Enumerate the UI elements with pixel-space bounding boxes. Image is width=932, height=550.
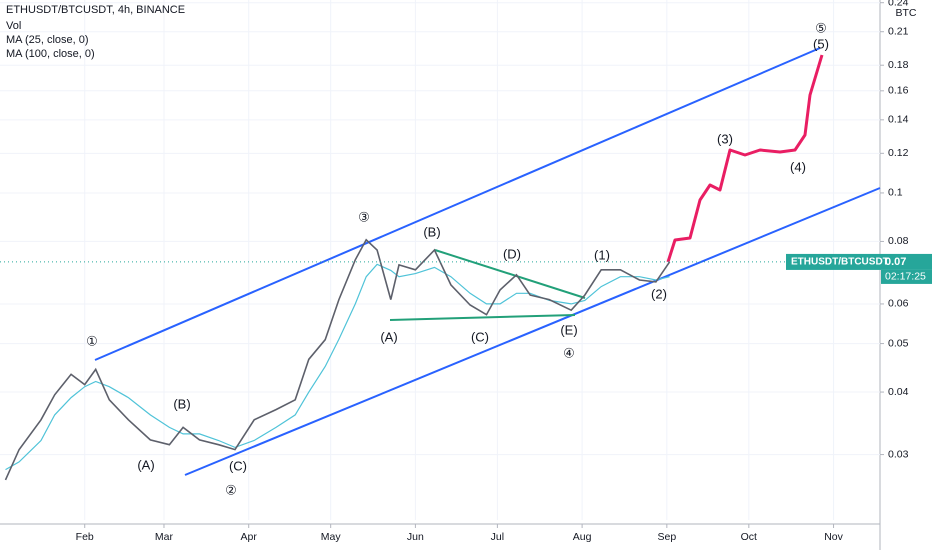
wave-label: ④	[563, 345, 575, 360]
price-tag-symbol: ETHUSDT/BTCUSDT	[791, 257, 889, 268]
x-tick-label: May	[321, 531, 342, 543]
y-tick-label: 0.21	[888, 25, 909, 37]
x-tick-label: Aug	[573, 531, 592, 543]
triangle-upper	[434, 249, 586, 299]
indicator-legend: MA (100, close, 0)	[6, 48, 95, 60]
x-tick-label: Feb	[76, 531, 94, 543]
x-tick-label: Oct	[741, 531, 757, 543]
y-tick-label: 0.08	[888, 235, 909, 247]
wave-label: (2)	[651, 286, 667, 301]
wave-label: (5)	[813, 36, 829, 51]
price-tag	[786, 253, 932, 270]
wave-label: (4)	[790, 159, 806, 174]
wave-label: ⑤	[815, 20, 827, 35]
y-tick-label: 0.12	[888, 147, 909, 159]
price-tag-value: 0.07	[885, 256, 906, 268]
indicator-legend: Vol	[6, 20, 21, 32]
y-tick-label: 0.24	[888, 0, 909, 8]
wave-label: (1)	[594, 247, 610, 262]
channel-lower	[184, 187, 881, 476]
y-tick-label: 0.14	[888, 114, 909, 126]
wave-label: (B)	[173, 396, 190, 411]
triangle-lower	[389, 314, 576, 321]
wave-label: ①	[86, 333, 98, 348]
wave-label: (E)	[560, 322, 577, 337]
wave-label: (A)	[380, 329, 397, 344]
drawings	[94, 47, 881, 476]
grid	[0, 0, 880, 520]
channel-upper	[94, 47, 821, 361]
y-tick-label: 0.18	[888, 59, 909, 71]
axis-unit: BTC	[896, 7, 917, 19]
wave-label: (D)	[503, 246, 521, 261]
wave-label: (3)	[717, 131, 733, 146]
y-tick-label: 0.04	[888, 386, 909, 398]
x-tick-label: Jul	[491, 531, 504, 543]
wave-label: (A)	[137, 457, 154, 472]
price-line	[4, 238, 671, 481]
x-tick-label: Apr	[241, 531, 258, 543]
y-tick-label: 0.05	[888, 337, 909, 349]
wave-label: (C)	[229, 458, 247, 473]
y-tick-label: 0.1	[888, 187, 903, 199]
wave-label: (C)	[471, 329, 489, 344]
wave-label: ②	[225, 482, 237, 497]
projection-path	[666, 54, 824, 263]
x-tick-label: Jun	[407, 531, 424, 543]
x-tick-label: Nov	[824, 531, 843, 543]
plot	[0, 238, 880, 481]
indicator-legend: MA (25, close, 0)	[6, 34, 89, 46]
wave-label: ③	[358, 209, 370, 224]
y-tick-label: 0.03	[888, 448, 909, 460]
x-tick-label: Sep	[657, 531, 676, 543]
symbol-title: ETHUSDT/BTCUSDT, 4h, BINANCE	[6, 4, 185, 16]
y-tick-label: 0.16	[888, 85, 909, 97]
x-tick-label: Mar	[155, 531, 174, 543]
price-tag-countdown: 02:17:25	[885, 271, 926, 283]
wave-label: (B)	[423, 224, 440, 239]
countdown-tag	[881, 269, 932, 284]
y-tick-label: 0.06	[888, 298, 909, 310]
